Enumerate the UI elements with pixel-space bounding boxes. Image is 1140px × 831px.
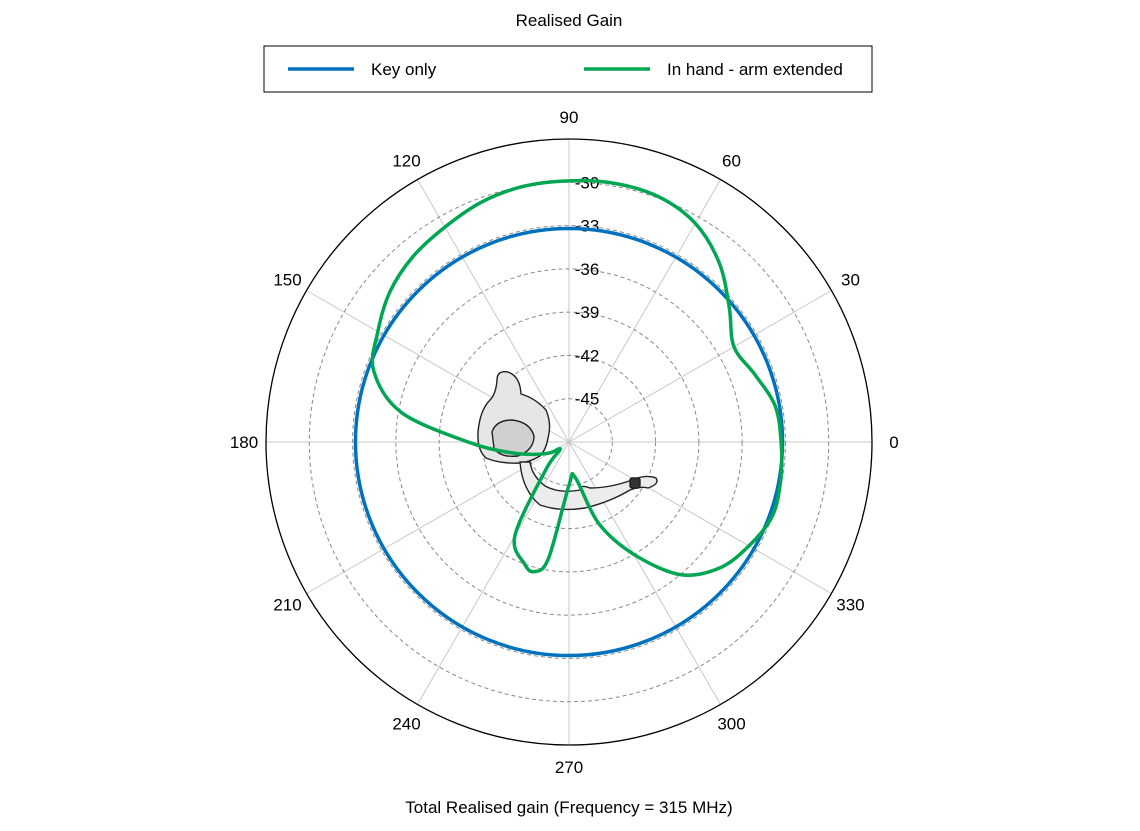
angle-tick-label-300: 300 [717, 714, 745, 733]
angle-tick-label-180: 180 [230, 433, 258, 452]
arm-shape [519, 461, 658, 511]
hand-illustration [477, 370, 658, 511]
outer-ring [265, 138, 873, 746]
series-layer [353, 178, 785, 658]
radial-tick-label: -30 [575, 173, 600, 192]
radial-tick-label: -42 [575, 346, 600, 365]
chart-title: Realised Gain [516, 11, 623, 30]
spoke-30 [568, 290, 832, 443]
angle-tick-label-0: 0 [889, 433, 898, 452]
legend-label-in-hand: In hand - arm extended [667, 60, 843, 79]
polar-grid: 0 30 60 90 120 150 180 210 240 270 300 330 -30 -33 -36… [230, 108, 899, 777]
angle-tick-label-150: 150 [273, 271, 301, 290]
spoke-120 [417, 179, 570, 443]
spoke-240 [417, 441, 570, 705]
angle-tick-label-270: 270 [555, 758, 583, 777]
legend-box [263, 45, 873, 93]
spoke-330 [568, 441, 832, 594]
radial-ring-1 [352, 225, 786, 659]
spoke-300 [568, 441, 721, 705]
legend: Key only In hand - arm extended [263, 45, 873, 93]
angle-tick-label-330: 330 [836, 596, 864, 615]
radial-tick-label: -45 [575, 390, 600, 409]
angle-tick-label-210: 210 [273, 596, 301, 615]
radial-ring-2 [395, 268, 743, 616]
series-line-1 [370, 178, 784, 578]
radial-tick-label: -33 [575, 217, 600, 236]
key-fob [629, 477, 641, 489]
radial-ring-3 [438, 311, 700, 573]
hand-knuckle [491, 419, 535, 458]
angle-tick-label-90: 90 [560, 108, 579, 127]
radial-ring-4 [481, 354, 657, 530]
angle-tick-label-240: 240 [392, 714, 420, 733]
radial-tick-label: -36 [575, 260, 600, 279]
angle-tick-label-60: 60 [722, 152, 741, 171]
x-axis-label: Total Realised gain (Frequency = 315 MHz… [405, 798, 732, 817]
angle-tick-label-120: 120 [392, 152, 420, 171]
radial-ring-0 [308, 181, 830, 703]
angle-tick-label-30: 30 [841, 271, 860, 290]
radial-tick-label: -39 [575, 303, 600, 322]
legend-label-key-only: Key only [371, 60, 437, 79]
